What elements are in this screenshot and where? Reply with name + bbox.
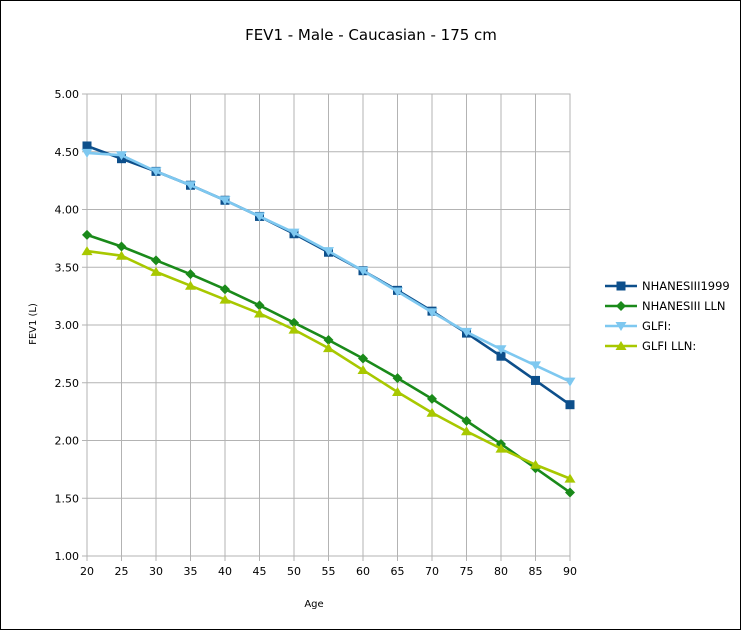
x-tick-label: 90: [563, 565, 577, 578]
data-point: [392, 386, 403, 396]
grid-lines: [86, 93, 571, 557]
y-tick-label: 2.00: [55, 435, 80, 448]
x-tick-label: 65: [391, 565, 405, 578]
y-axis-label: FEV1 (L): [28, 303, 39, 345]
x-tick-label: 80: [494, 565, 508, 578]
x-tick-label: 40: [218, 565, 232, 578]
data-point: [82, 229, 92, 240]
y-tick-label: 5.00: [55, 88, 80, 101]
y-tick-label: 4.50: [55, 146, 80, 159]
data-point: [185, 269, 196, 280]
x-tick-label: 70: [425, 565, 439, 578]
data-point: [81, 148, 93, 158]
data-point: [392, 287, 403, 297]
y-tick-label: 3.50: [55, 261, 80, 274]
data-point: [323, 335, 334, 346]
x-tick-label: 60: [356, 565, 370, 578]
axes: [82, 93, 571, 561]
legend-label: GLFI LLN:: [642, 339, 696, 353]
data-point: [219, 196, 231, 206]
x-tick-label: 35: [184, 565, 198, 578]
series-layer: [81, 141, 576, 498]
data-point: [530, 459, 541, 469]
legend-item: NHANESIII1999: [605, 279, 730, 293]
data-point: [150, 167, 162, 177]
series-1: [82, 229, 575, 498]
data-point: [81, 246, 93, 256]
data-point: [219, 294, 231, 304]
y-tick-label: 1.50: [55, 492, 80, 505]
data-point: [254, 300, 265, 311]
legend-label: GLFI:: [642, 319, 671, 333]
legend: NHANESIII1999 NHANESIII LLN GLFI: GLFI LLN:: [605, 279, 730, 353]
data-point: [289, 317, 299, 328]
data-point: [495, 345, 507, 355]
data-point: [185, 280, 196, 290]
legend-item: GLFI LLN:: [605, 339, 696, 353]
data-point: [288, 324, 300, 334]
data-point: [82, 141, 92, 151]
legend-item: GLFI:: [605, 319, 671, 333]
data-point: [220, 284, 230, 295]
legend-item: NHANESIII LLN: [605, 299, 726, 313]
data-point: [565, 487, 575, 498]
data-point: [150, 266, 162, 276]
legend-label: NHANESIII LLN: [642, 299, 726, 313]
data-point: [530, 361, 541, 371]
data-point: [495, 443, 507, 453]
x-tick-label: 85: [529, 565, 543, 578]
data-point: [254, 308, 265, 318]
data-point: [496, 351, 506, 361]
data-point: [116, 250, 127, 260]
legend-swatch-marker: [615, 341, 627, 350]
legend-swatch-marker: [615, 322, 627, 331]
data-point: [426, 308, 438, 318]
legend-label: NHANESIII1999: [642, 279, 730, 293]
data-point: [116, 151, 127, 161]
legend-swatch-marker: [616, 281, 626, 291]
x-tick-label: 25: [115, 565, 129, 578]
data-point: [357, 266, 369, 276]
x-tick-labels: 20 25 30 35 40 45 50 55 60 65 70 75 80 85 90: [80, 565, 577, 578]
plot-area-border: [86, 93, 571, 557]
legend-swatch-marker: [616, 301, 626, 311]
data-point: [392, 373, 403, 384]
data-point: [427, 393, 437, 404]
data-point: [151, 255, 161, 266]
y-tick-label: 4.00: [55, 204, 80, 217]
data-point: [461, 426, 472, 436]
data-point: [254, 212, 265, 222]
data-point: [461, 415, 472, 426]
y-tick-label: 1.00: [55, 550, 80, 563]
x-tick-label: 55: [322, 565, 336, 578]
y-tick-label: 3.00: [55, 319, 80, 332]
chart-title: FEV1 - Male - Caucasian - 175 cm: [245, 26, 497, 44]
x-tick-label: 50: [287, 565, 301, 578]
x-tick-label: 45: [253, 565, 267, 578]
data-point: [323, 343, 334, 353]
y-tick-labels: 1.00 1.50 2.00 2.50 3.00 3.50 4.00 4.50 5.00: [55, 88, 80, 563]
data-point: [357, 365, 369, 375]
series-2: [81, 148, 576, 387]
data-point: [116, 241, 127, 252]
x-tick-label: 75: [460, 565, 474, 578]
data-point: [185, 181, 196, 191]
data-point: [461, 327, 472, 337]
data-point: [288, 228, 300, 238]
x-tick-label: 20: [80, 565, 94, 578]
data-point: [358, 353, 368, 364]
data-point: [564, 473, 576, 483]
x-tick-label: 30: [149, 565, 163, 578]
data-point: [531, 375, 540, 385]
data-point: [323, 247, 334, 257]
data-point: [564, 377, 576, 387]
x-axis-label: Age: [304, 599, 323, 610]
data-point: [426, 407, 438, 417]
data-point: [565, 400, 575, 410]
y-tick-label: 2.50: [55, 377, 80, 390]
series-3: [81, 246, 576, 483]
